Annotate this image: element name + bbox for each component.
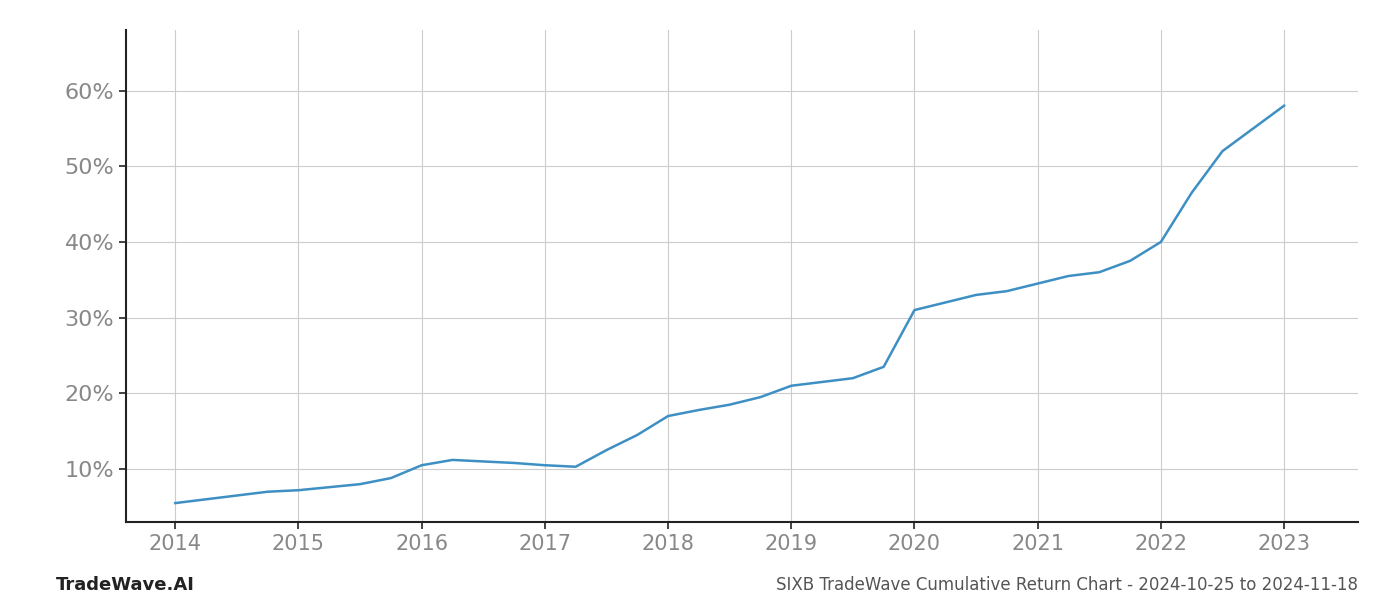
Text: SIXB TradeWave Cumulative Return Chart - 2024-10-25 to 2024-11-18: SIXB TradeWave Cumulative Return Chart -… [776, 576, 1358, 594]
Text: TradeWave.AI: TradeWave.AI [56, 576, 195, 594]
